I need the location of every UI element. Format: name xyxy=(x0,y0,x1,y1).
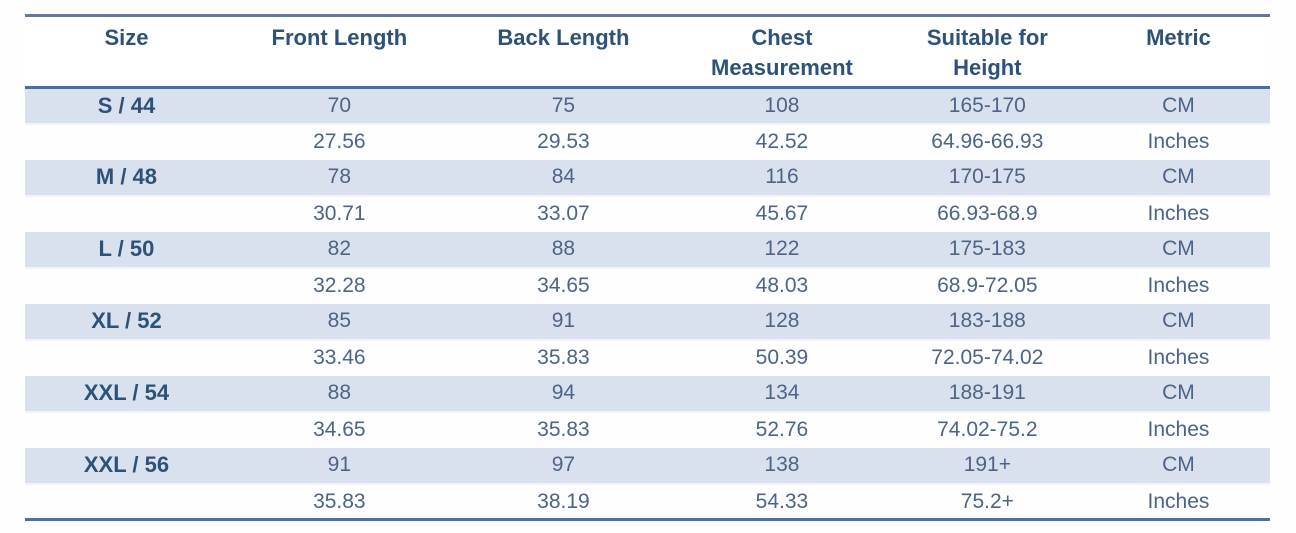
table-row: 30.71 33.07 45.67 66.93-68.9 Inches xyxy=(25,196,1270,232)
cell-metric: CM xyxy=(1086,159,1270,197)
cell-size xyxy=(25,124,228,160)
cell-back-length: 35.83 xyxy=(537,418,590,442)
cell-metric: CM xyxy=(1086,375,1270,413)
cell-suitable-for-height: 188-191 xyxy=(887,375,1087,413)
cell-chest-measurement: 108 xyxy=(676,87,888,125)
cell-chest-measurement: 122 xyxy=(676,231,888,269)
table-row: XXL / 56 91 97 138 191+ CM xyxy=(25,447,1270,485)
table-row: 32.28 34.65 48.03 68.9-72.05 Inches xyxy=(25,268,1270,304)
cell-suitable-for-height: 183-188 xyxy=(887,303,1087,341)
table-row: 27.56 29.53 42.52 64.96-66.93 Inches xyxy=(25,124,1270,160)
table-header: Size Front Length Back Length Chest Meas… xyxy=(25,15,1270,90)
cell-suitable-for-height: 72.05-74.02 xyxy=(931,346,1044,370)
cell-metric: CM xyxy=(1086,231,1270,269)
table-row: XL / 52 85 91 128 183-188 CM xyxy=(25,303,1270,341)
cell-back-length: 94 xyxy=(450,375,677,413)
cell-chest-measurement: 42.52 xyxy=(755,130,809,154)
cell-back-length: 29.53 xyxy=(537,130,590,154)
cell-metric: CM xyxy=(1086,87,1270,125)
table-row: 34.65 35.83 52.76 74.02-75.2 Inches xyxy=(25,412,1270,448)
cell-suitable-for-height: 66.93-68.9 xyxy=(937,202,1038,226)
table-body: S / 44 70 75 108 165-170 CM 27.56 29.53 42.52 64.… xyxy=(25,87,1270,520)
cell-chest-measurement: 50.39 xyxy=(755,346,809,370)
cell-suitable-for-height: 191+ xyxy=(887,447,1087,485)
cell-front-length: 88 xyxy=(227,375,451,413)
cell-back-length: 88 xyxy=(450,231,677,269)
cell-chest-measurement: 48.03 xyxy=(755,274,809,298)
table-row: 35.83 38.19 54.33 75.2+ Inches xyxy=(25,484,1270,520)
cell-front-length: 91 xyxy=(227,447,451,485)
cell-back-length: 35.83 xyxy=(537,346,590,370)
cell-back-length: 38.19 xyxy=(537,489,590,513)
cell-suitable-for-height: 64.96-66.93 xyxy=(931,130,1044,154)
cell-size: S / 44 xyxy=(25,87,228,125)
table-row: M / 48 78 84 116 170-175 CM xyxy=(25,159,1270,197)
cell-chest-measurement: 128 xyxy=(676,303,888,341)
cell-metric: Inches xyxy=(1147,274,1210,298)
cell-front-length: 70 xyxy=(227,87,451,125)
cell-back-length: 91 xyxy=(450,303,677,341)
cell-front-length: 34.65 xyxy=(313,418,366,442)
cell-front-length: 33.46 xyxy=(313,346,366,370)
cell-chest-measurement: 52.76 xyxy=(755,418,809,442)
cell-metric: CM xyxy=(1086,303,1270,341)
cell-metric: Inches xyxy=(1147,346,1210,370)
cell-front-length: 32.28 xyxy=(313,274,366,298)
cell-suitable-for-height: 165-170 xyxy=(887,87,1087,125)
cell-front-length: 78 xyxy=(227,159,451,197)
cell-front-length: 27.56 xyxy=(313,130,366,154)
column-header-metric: Metric xyxy=(1086,15,1270,90)
cell-size: XXL / 56 xyxy=(25,447,228,485)
table-row: XXL / 54 88 94 134 188-191 CM xyxy=(25,375,1270,413)
cell-suitable-for-height: 175-183 xyxy=(887,231,1087,269)
table-row: 33.46 35.83 50.39 72.05-74.02 Inches xyxy=(25,340,1270,376)
size-chart-table: Size Front Length Back Length Chest Meas… xyxy=(25,14,1270,522)
cell-front-length: 30.71 xyxy=(313,202,366,226)
table-row: L / 50 82 88 122 175-183 CM xyxy=(25,231,1270,269)
cell-size xyxy=(25,340,228,376)
cell-suitable-for-height: 74.02-75.2 xyxy=(937,418,1038,442)
cell-back-length: 34.65 xyxy=(537,274,590,298)
cell-size: M / 48 xyxy=(25,159,228,197)
column-header-size: Size xyxy=(25,15,228,90)
cell-chest-measurement: 138 xyxy=(676,447,888,485)
cell-chest-measurement: 116 xyxy=(676,159,888,197)
cell-size: L / 50 xyxy=(25,231,228,269)
cell-back-length: 75 xyxy=(450,87,677,125)
column-header-chest-measurement: Chest Measurement xyxy=(676,15,888,90)
cell-front-length: 85 xyxy=(227,303,451,341)
cell-front-length: 35.83 xyxy=(313,489,366,513)
cell-metric: CM xyxy=(1086,447,1270,485)
cell-chest-measurement: 45.67 xyxy=(755,202,809,226)
cell-suitable-for-height: 75.2+ xyxy=(960,489,1014,513)
table-row: S / 44 70 75 108 165-170 CM xyxy=(25,87,1270,125)
column-header-suitable-for-height: Suitable for Height xyxy=(887,15,1087,90)
cell-size xyxy=(25,484,228,520)
cell-suitable-for-height: 68.9-72.05 xyxy=(937,274,1038,298)
cell-back-length: 97 xyxy=(450,447,677,485)
cell-suitable-for-height: 170-175 xyxy=(887,159,1087,197)
column-header-front-length: Front Length xyxy=(227,15,451,90)
cell-chest-measurement: 134 xyxy=(676,375,888,413)
cell-size: XL / 52 xyxy=(25,303,228,341)
cell-metric: Inches xyxy=(1147,418,1210,442)
cell-back-length: 84 xyxy=(450,159,677,197)
header-row: Size Front Length Back Length Chest Meas… xyxy=(25,15,1270,90)
column-header-back-length: Back Length xyxy=(450,15,677,90)
cell-chest-measurement: 54.33 xyxy=(755,489,809,513)
cell-size: XXL / 54 xyxy=(25,375,228,413)
cell-size xyxy=(25,268,228,304)
cell-back-length: 33.07 xyxy=(537,202,590,226)
cell-metric: Inches xyxy=(1147,489,1210,513)
cell-metric: Inches xyxy=(1147,130,1210,154)
cell-metric: Inches xyxy=(1147,202,1210,226)
cell-size xyxy=(25,196,228,232)
cell-size xyxy=(25,412,228,448)
cell-front-length: 82 xyxy=(227,231,451,269)
